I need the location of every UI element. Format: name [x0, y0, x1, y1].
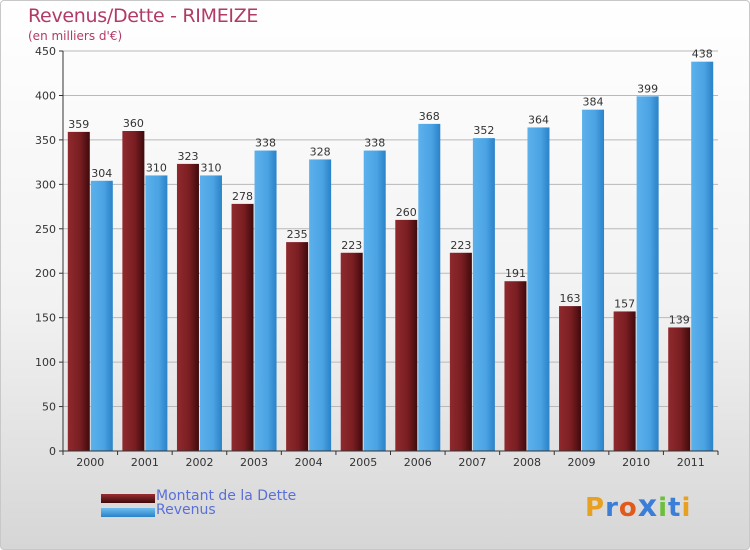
y-tick-label: 50 — [42, 401, 56, 414]
bar-revenus — [691, 61, 714, 452]
bar-revenus — [145, 175, 168, 451]
x-tick-label: 2010 — [622, 456, 650, 469]
data-label: 278 — [232, 190, 253, 203]
x-tick-label: 2001 — [131, 456, 159, 469]
chart-subtitle: (en milliers d'€) — [28, 29, 123, 43]
bar-revenus — [199, 175, 222, 451]
bar-dette — [286, 242, 309, 451]
x-tick-label: 2004 — [295, 456, 323, 469]
bar-dette — [559, 306, 582, 451]
data-label: 323 — [177, 150, 198, 163]
data-label: 360 — [123, 117, 144, 130]
legend-swatch-dette — [101, 494, 155, 503]
legend-label-revenus: Revenus — [156, 502, 216, 518]
data-label: 191 — [505, 267, 526, 280]
bar-dette — [668, 327, 691, 451]
data-label: 235 — [287, 228, 308, 241]
data-label: 438 — [692, 48, 713, 61]
bar-dette — [231, 203, 254, 451]
y-tick-label: 350 — [35, 134, 56, 147]
axes: 0 50 100 150 200 250 300 350 400 450 2000 2001 2002 2… — [35, 45, 719, 469]
bar-revenus — [472, 138, 495, 451]
proxiti-logo: Proxiti — [585, 489, 692, 524]
y-tick-label: 150 — [35, 312, 56, 325]
bar-revenus — [254, 150, 277, 452]
y-tick-label: 400 — [35, 89, 56, 102]
data-label: 223 — [450, 239, 471, 252]
x-tick-label: 2006 — [404, 456, 432, 469]
y-tick-label: 200 — [35, 267, 56, 280]
data-label: 359 — [68, 118, 89, 131]
data-label: 399 — [637, 82, 658, 95]
y-tick-label: 0 — [49, 445, 56, 458]
x-tick-label: 2002 — [185, 456, 213, 469]
data-label: 310 — [200, 161, 221, 174]
data-label: 338 — [364, 137, 385, 150]
data-label: 223 — [341, 239, 362, 252]
bar-revenus — [418, 123, 441, 451]
data-label: 364 — [528, 113, 549, 126]
bar-dette — [122, 131, 145, 451]
bar-revenus — [309, 159, 332, 451]
x-tick-label: 2008 — [513, 456, 541, 469]
bar-dette — [67, 131, 90, 451]
x-tick-label: 2000 — [76, 456, 104, 469]
data-label: 163 — [560, 292, 581, 305]
data-label: 352 — [473, 124, 494, 137]
x-tick-label: 2005 — [349, 456, 377, 469]
data-label: 157 — [614, 297, 635, 310]
data-label: 338 — [255, 137, 276, 150]
data-labels: 3593043603103233102783382353282233382603… — [68, 48, 712, 327]
y-tick-label: 300 — [35, 178, 56, 191]
data-label: 260 — [396, 206, 417, 219]
x-tick-label: 2007 — [458, 456, 486, 469]
y-tick-label: 100 — [35, 356, 56, 369]
data-label: 139 — [669, 313, 690, 326]
grid-lines — [63, 50, 718, 408]
data-label: 304 — [91, 167, 112, 180]
y-tick-label: 250 — [35, 223, 56, 236]
bar-revenus — [363, 150, 386, 452]
y-tick-label: 450 — [35, 45, 56, 58]
legend-swatch-revenus — [101, 508, 155, 517]
bar-revenus — [636, 96, 659, 451]
x-tick-label: 2011 — [677, 456, 705, 469]
bar-revenus — [90, 180, 113, 451]
data-label: 384 — [583, 96, 604, 109]
x-tick-label: 2009 — [568, 456, 596, 469]
bar-dette — [340, 252, 363, 451]
bar-revenus — [582, 109, 605, 452]
bar-dette — [504, 281, 527, 451]
bar-revenus — [527, 127, 550, 451]
bar-dette — [176, 163, 199, 451]
data-label: 368 — [419, 110, 440, 123]
chart-title: Revenus/Dette - RIMEIZE — [28, 5, 259, 27]
bar-dette — [395, 219, 418, 451]
data-label: 310 — [146, 161, 167, 174]
bars — [67, 61, 714, 452]
legend-label-dette: Montant de la Dette — [156, 488, 297, 504]
bar-dette — [613, 311, 636, 451]
x-tick-label: 2003 — [240, 456, 268, 469]
bar-dette — [449, 252, 472, 451]
data-label: 328 — [310, 145, 331, 158]
